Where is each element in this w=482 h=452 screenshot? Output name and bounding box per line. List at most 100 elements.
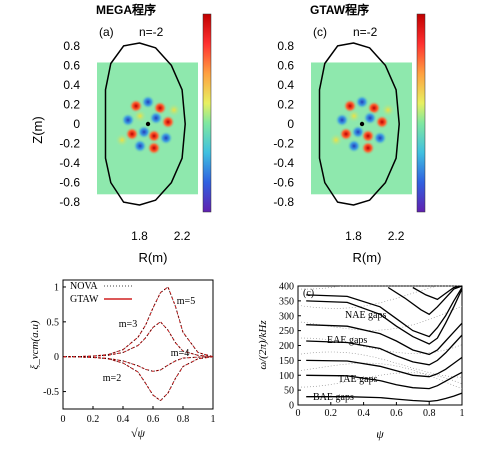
mode-blob [159, 131, 174, 145]
continuum-line [297, 362, 463, 390]
series-label: m=2 [103, 373, 121, 384]
y-tick-label: 50 [284, 386, 294, 397]
x-tick-label: 1.8 [345, 229, 362, 243]
x-tick-label: 0.2 [325, 408, 338, 419]
y-tick-label: -0.4 [59, 156, 80, 170]
x-tick-label: 1.8 [131, 229, 148, 243]
y-tick-label: 1 [54, 282, 59, 293]
y-axis-label: Z(m) [30, 116, 45, 143]
y-tick-label: 0.5 [47, 317, 60, 328]
nova-curve [62, 356, 214, 372]
y-tick-label: 300 [279, 311, 294, 322]
mode-blob [375, 115, 390, 129]
y-tick-label: -0.2 [59, 137, 80, 151]
panel-label: (c) [313, 25, 327, 39]
y-tick-label: -0.6 [59, 176, 80, 190]
panel-gtaw: GTAW程序 (c) n=-2 0.8 0.6 0.4 0.2 0 -0.2 -0.4 -0.6 -0… [273, 2, 426, 265]
x-tick-label: 1 [460, 408, 465, 419]
x-tick-label: 0.4 [357, 408, 370, 419]
y-tick-label: 250 [279, 326, 294, 337]
y-tick-label: 0 [54, 352, 59, 363]
x-tick-label: 1 [211, 414, 216, 425]
continuum-branch [306, 288, 463, 345]
continuum-branch [306, 322, 463, 356]
continuum-branch [306, 392, 463, 403]
gtaw-curve [62, 356, 214, 402]
y-tick-label: -0.8 [273, 195, 294, 209]
mode-blob [335, 113, 350, 127]
plot-frame [297, 285, 463, 406]
mode-blob [133, 109, 148, 123]
y-tick-label: 0.4 [63, 78, 80, 92]
mode-blob [329, 133, 344, 147]
x-tick-label: 0.8 [423, 408, 436, 419]
y-tick-label: 350 [279, 296, 294, 307]
continuum-branch [306, 334, 463, 366]
mode-blob [363, 111, 378, 125]
continuum-line [297, 285, 462, 290]
colorbar [416, 13, 426, 213]
y-tick-label: 0 [73, 117, 80, 131]
x-axis-label: ψ [376, 427, 384, 441]
panel-title: MEGA程序 [96, 2, 156, 17]
y-tick-label: -0.6 [273, 176, 294, 190]
plasma-boundary [318, 42, 400, 206]
y-tick-label: 400 [279, 282, 294, 293]
mode-blob [161, 115, 176, 129]
gtaw-curve [62, 356, 214, 372]
gap-label: NAE gaps [345, 310, 386, 321]
x-tick-label: 0.2 [87, 414, 100, 425]
y-tick-label: 0.4 [277, 78, 294, 92]
y-tick-label: 0.8 [277, 39, 294, 53]
nova-curve [62, 356, 214, 402]
y-tick-label: 0.8 [63, 39, 80, 53]
mode-blob [141, 95, 156, 109]
mode-blob [115, 133, 130, 147]
y-tick-label: 0.6 [277, 58, 294, 72]
x-tick-label: 0.8 [177, 414, 190, 425]
x-tick-label: 2.2 [388, 229, 405, 243]
x-tick-label: 0.6 [390, 408, 403, 419]
mode-blob [373, 131, 388, 145]
mode-blob [121, 113, 136, 127]
y-tick-label: 0.6 [63, 58, 80, 72]
series-label: m=3 [119, 319, 137, 330]
x-axis-label: R(m) [139, 250, 168, 265]
x-axis-label: R(m) [353, 250, 382, 265]
plot-frame [62, 279, 214, 410]
continuum-line [297, 351, 463, 378]
nova-curve [62, 286, 214, 358]
continuum-branch [306, 287, 463, 338]
x-tick-label: 0 [61, 414, 66, 425]
mode-blob [149, 111, 164, 125]
continuum-branch [306, 356, 463, 378]
gtaw-curve [62, 321, 214, 358]
panel-eigenfunction: 0 0.2 0.4 0.6 0.8 1 1 0.5 0 -0.5 √ψ ξ_vcm(a.u) m=5 m=… [29, 279, 216, 440]
magnetic-axis [359, 121, 365, 127]
x-tick-label: 2.2 [174, 229, 191, 243]
x-tick-label: 0 [296, 408, 301, 419]
mode-blob [381, 103, 396, 117]
panel-continuum: 0 0.2 0.4 0.6 0.8 1400350300250200150100500ψω… [257, 282, 465, 442]
gap-label: TAE gaps [338, 374, 378, 385]
continuum-line [298, 372, 463, 388]
mode-blob [133, 139, 148, 153]
y-tick-label: 150 [279, 356, 294, 367]
panel-title: GTAW程序 [310, 2, 369, 17]
legend-gtaw-label: GTAW [70, 294, 99, 305]
mode-blob [147, 141, 162, 155]
y-tick-label: 0.2 [277, 97, 294, 111]
y-tick-label: 200 [279, 341, 294, 352]
mode-blob [347, 109, 362, 123]
continuum-branch [387, 285, 463, 316]
mode-blob [361, 141, 376, 155]
y-axis-label: ω/(2π)/kHz [257, 320, 269, 370]
y-tick-label: -0.2 [273, 137, 294, 151]
y-axis-label: ξ_vcm(a.u) [29, 320, 41, 369]
magnetic-axis [145, 121, 151, 127]
continuum-line [297, 285, 462, 309]
panel-mega: MEGA程序 (a) n=-2 0.8 0.6 0.4 0.2 0 -0.2 -0.4 -0.6 -0… [30, 2, 212, 265]
continuum-branch [306, 371, 463, 390]
mode-blob [361, 129, 376, 143]
